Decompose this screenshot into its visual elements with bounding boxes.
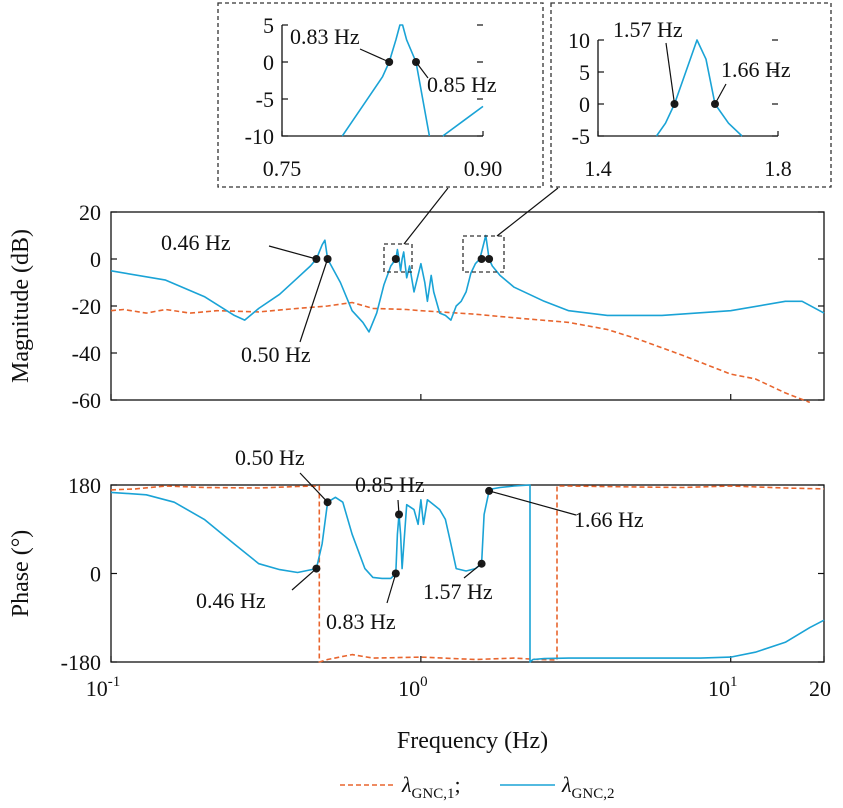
magnitude-marker-2 (391, 255, 400, 263)
phase-marker-3 (395, 510, 403, 519)
magnitude-marker-3 (477, 255, 486, 263)
phase-leader-1.57 (463, 563, 482, 579)
inset-right-ytick-label-0: 10 (568, 28, 590, 53)
phase-panel: 180 0 -180 Frequency (Hz) Phase (°) 10-1 100 10… (8, 445, 831, 754)
phase-xlabel: Frequency (Hz) (397, 728, 548, 754)
phase-label-0.50: 0.50 Hz (235, 445, 305, 470)
inset-left-series-gnc2-0 (341, 24, 431, 137)
phase-xtick-label-0: 10-1 (86, 674, 121, 701)
phase-xtick-label-3: 20 (809, 676, 831, 701)
zoom-link-left (403, 187, 449, 245)
phase-label-0.46: 0.46 Hz (196, 588, 266, 613)
inset-right-label-1.66: 1.66 Hz (721, 57, 791, 82)
magnitude-leader-0.46 (268, 245, 317, 260)
zoom-connectors (403, 187, 559, 245)
magnitude-zoom-box-1 (383, 243, 413, 273)
inset-left-ytick-label-2: -5 (256, 87, 274, 112)
phase-leader-1.66 (488, 490, 577, 516)
inset-right-label-1.57: 1.57 Hz (613, 17, 683, 42)
inset-left-label-0.83: 0.83 Hz (290, 24, 360, 49)
inset-right-leader-1.66 (714, 83, 727, 105)
magnitude-series-gnc2-1 (110, 234, 825, 333)
inset-right-series-gnc2-0 (655, 39, 743, 137)
phase-leader-0.50 (299, 472, 329, 503)
phase-ytick-label-0: 180 (68, 473, 101, 498)
zoom-link-right (496, 187, 559, 237)
inset-right-leader-1.57 (665, 42, 676, 105)
magnitude-leader-0.50 (299, 258, 329, 343)
phase-label-0.85: 0.85 Hz (355, 472, 425, 497)
phase-xtick-label-1: 100 (398, 674, 428, 701)
magnitude-marker-4 (485, 255, 494, 263)
magnitude-ytick-label-4: -60 (72, 388, 101, 413)
legend-label-gnc2: λGNC,2 (561, 772, 614, 802)
magnitude-ytick-label-3: -40 (72, 341, 101, 366)
magnitude-ytick-label-2: -20 (72, 294, 101, 319)
phase-xtick-label-2: 101 (708, 674, 738, 701)
inset-right-ytick-label-1: 5 (579, 60, 590, 85)
phase-label-1.57: 1.57 Hz (423, 579, 493, 604)
phase-ytick-label-2: -180 (61, 650, 101, 675)
phase-series-gnc2-1 (110, 484, 825, 663)
magnitude-series-gnc1-0 (110, 301, 811, 404)
inset-left-label-0.85: 0.85 Hz (427, 72, 497, 97)
inset-left-xtick-label-1: 0.90 (464, 156, 503, 181)
magnitude-ylabel: Magnitude (dB) (8, 229, 34, 383)
inset-left-panel: 5 0 -5 -10 0.75 0.90 0.83 Hz 0.85 Hz (217, 2, 544, 188)
inset-right-dashed-frame (550, 2, 832, 188)
inset-left-leader-0.85 (415, 61, 429, 79)
phase-series-gnc1-0 (110, 485, 825, 663)
inset-right-xtick-label-0: 1.4 (584, 156, 612, 181)
inset-left-series-gnc2-1 (442, 105, 484, 137)
phase-frame (110, 484, 825, 663)
magnitude-zoom-box-2 (462, 235, 505, 273)
inset-left-dashed-frame (217, 2, 544, 188)
inset-left-ytick-label-3: -10 (245, 124, 274, 149)
phase-label-0.83: 0.83 Hz (326, 609, 396, 634)
phase-leader-0.46 (291, 568, 317, 591)
magnitude-label-0.46: 0.46 Hz (161, 230, 231, 255)
phase-label-1.66: 1.66 Hz (574, 507, 644, 532)
magnitude-ytick-label-0: 20 (79, 200, 101, 225)
inset-left-ytick-label-0: 5 (263, 13, 274, 38)
inset-right-xtick-label-1: 1.8 (764, 156, 792, 181)
phase-ytick-label-1: 0 (90, 562, 101, 587)
magnitude-label-0.50: 0.50 Hz (241, 342, 311, 367)
phase-leader-0.85 (397, 499, 400, 515)
inset-left-leader-0.83 (359, 48, 390, 63)
inset-right-panel: 10 5 0 -5 1.4 1.8 1.57 Hz 1.66 Hz (550, 2, 832, 188)
legend-label-gnc1: λGNC,1; (401, 772, 461, 802)
legend: λGNC,1; λGNC,2 (340, 772, 614, 802)
inset-right-ytick-label-3: -5 (572, 124, 590, 149)
phase-ylabel: Phase (°) (8, 530, 34, 618)
inset-left-ytick-label-1: 0 (263, 50, 274, 75)
magnitude-panel: 20 0 -20 -40 -60 Magnitude (dB) 0.46 Hz 0.50 Hz (8, 200, 825, 413)
phase-marker-2 (391, 569, 400, 578)
inset-right-ytick-label-2: 0 (579, 92, 590, 117)
magnitude-marker-1 (323, 255, 332, 263)
phase-leader-0.83 (386, 573, 397, 604)
inset-right-axes (597, 40, 778, 137)
inset-left-xtick-label-0: 0.75 (263, 156, 302, 181)
magnitude-ytick-label-1: 0 (90, 247, 101, 272)
magnitude-marker-0 (312, 255, 321, 263)
